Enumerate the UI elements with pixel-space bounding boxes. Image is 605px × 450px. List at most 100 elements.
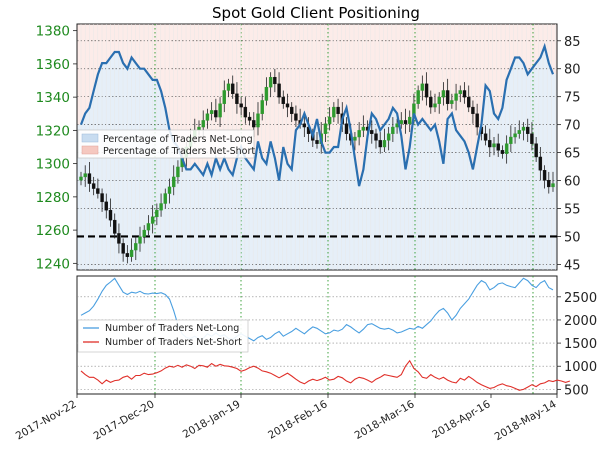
candle-up <box>509 136 513 144</box>
candle-down <box>403 120 408 124</box>
candle-up <box>386 133 391 141</box>
candle-up <box>83 173 87 178</box>
candle-up <box>382 140 387 148</box>
x-tick-label: 2018-Jan-19 <box>181 398 243 441</box>
legend-long-label: Number of Traders Net-Long <box>105 323 239 334</box>
candle-down <box>252 120 256 128</box>
candle-up <box>357 130 361 138</box>
candle-down <box>370 130 374 134</box>
candle-down <box>336 106 340 114</box>
left-tick-label: 1320 <box>36 123 70 139</box>
candle-down <box>121 243 125 254</box>
candle-down <box>243 106 248 118</box>
candle-up <box>201 120 205 128</box>
right-tick-label: 85 <box>564 35 581 50</box>
candle-down <box>542 170 547 181</box>
candle-down <box>117 233 121 244</box>
candle-down <box>235 93 239 104</box>
left-tick-label: 1280 <box>36 190 70 206</box>
legend-short-label: Number of Traders Net-Short <box>105 337 242 348</box>
legend-net-long-swatch <box>81 133 99 143</box>
net-short-count-line <box>80 359 571 391</box>
right-tick-label: 55 <box>564 203 581 218</box>
chart-title: Spot Gold Client Positioning <box>212 4 420 22</box>
net-long-count-line <box>80 277 554 342</box>
candle-up <box>142 229 146 237</box>
candle-down <box>290 106 294 114</box>
candle-up <box>420 83 425 91</box>
candle-down <box>294 113 298 121</box>
candle-down <box>467 96 471 108</box>
bottom-panel: 500 1000 1500 2000 2500 Number of Traders Ne… <box>76 275 597 398</box>
x-tick-label: 2018-Feb-16 <box>266 398 330 442</box>
legend-net-long-label: Percentage of Traders Net-Long <box>103 134 253 145</box>
candle-down <box>104 201 108 211</box>
x-tick-label: 2017-Nov-22 <box>14 398 79 442</box>
right-tick-label: 60 <box>564 175 581 190</box>
net-long-area <box>77 46 557 271</box>
candle-down <box>231 83 235 95</box>
candle-down <box>96 188 100 194</box>
candle-up <box>399 120 403 124</box>
candle-down <box>125 253 130 257</box>
candle-down <box>285 103 290 108</box>
candle-up <box>437 96 441 104</box>
candle-up <box>129 249 134 257</box>
candle-down <box>496 143 500 151</box>
candle-down <box>277 83 281 98</box>
candle-up <box>260 100 264 114</box>
candle-up <box>256 113 260 128</box>
candle-down <box>429 96 433 108</box>
left-tick-label: 1360 <box>36 57 70 73</box>
candle-up <box>264 86 269 101</box>
candle-up <box>517 130 521 134</box>
candle-down <box>302 123 307 128</box>
right-tick-label: 75 <box>564 91 581 106</box>
candle-up <box>323 123 328 134</box>
candle-down <box>488 140 492 148</box>
candle-up <box>218 103 222 118</box>
candle-up <box>492 143 496 148</box>
candle-up <box>504 143 509 154</box>
candle-down <box>108 209 113 221</box>
candle-down <box>100 193 104 203</box>
left-tick-label: 1380 <box>36 24 70 40</box>
legend-top: Percentage of Traders Net-Long Percentag… <box>77 129 255 159</box>
candle-up <box>551 183 555 188</box>
candle-down <box>273 76 277 85</box>
legend-bottom: Number of Traders Net-Long Number of Tra… <box>77 319 249 353</box>
candle-down <box>87 173 92 184</box>
bottom-right-tick-label: 2500 <box>564 291 597 306</box>
candle-up <box>134 243 138 251</box>
top-panel: 1240 1260 1280 1300 1320 1340 1360 1380 45 50 55 6… <box>36 23 581 273</box>
bottom-right-tick-label: 1500 <box>564 337 597 352</box>
candle-up <box>361 126 366 131</box>
candle-up <box>163 193 167 204</box>
candle-down <box>530 133 534 144</box>
left-tick-label: 1300 <box>36 157 70 173</box>
candle-down <box>344 123 349 134</box>
candle-up <box>138 236 142 244</box>
candle-up <box>226 83 231 91</box>
right-tick-label: 70 <box>564 119 581 134</box>
bottom-right-tick-label: 2000 <box>564 314 597 329</box>
candle-up <box>441 90 446 98</box>
candle-up <box>353 136 357 141</box>
candle-down <box>547 180 551 188</box>
candle-up <box>408 116 412 124</box>
candle-down <box>239 103 243 108</box>
x-tick-label: 2017-Dec-20 <box>92 398 157 442</box>
candle-down <box>445 90 450 104</box>
candle-down <box>538 156 543 171</box>
candle-down <box>378 140 382 148</box>
right-tick-label: 45 <box>564 258 581 273</box>
x-tick-label: 2018-May-14 <box>493 398 559 443</box>
candle-down <box>247 116 252 121</box>
candle-down <box>281 96 285 104</box>
candle-down <box>534 143 538 158</box>
candle-up <box>172 176 176 188</box>
candle-down <box>462 90 467 98</box>
pct-net-long-line <box>79 42 555 187</box>
candle-up <box>450 100 454 104</box>
